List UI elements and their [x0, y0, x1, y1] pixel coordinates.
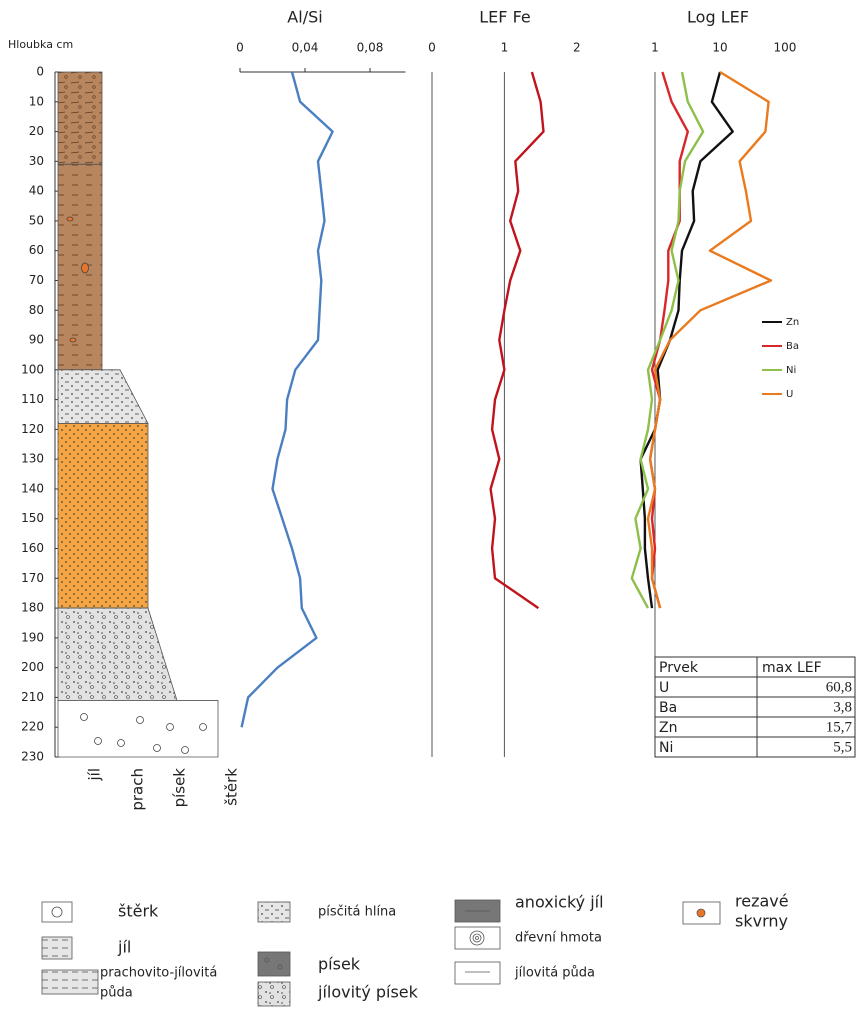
y-tick-label: 140 [21, 481, 44, 495]
table-cell [654, 676, 758, 698]
data-line [639, 71, 734, 609]
x-tick-label: 1 [501, 41, 509, 55]
legend-text: půda [100, 986, 133, 1001]
table-text: 5,5 [833, 739, 852, 755]
table-cell [756, 736, 856, 758]
y-tick-label: 130 [21, 452, 44, 466]
data-line [240, 71, 334, 728]
axis-label: Hloubka cm [8, 38, 73, 51]
chart-title: Al/Si [287, 8, 322, 27]
table-text: Ba [659, 700, 677, 716]
table-text: Prvek [659, 660, 699, 676]
y-tick-label: 230 [21, 750, 44, 764]
legend-label: U [786, 389, 793, 400]
y-tick-label: 110 [21, 392, 44, 406]
x-tick-label: 0,08 [357, 41, 384, 55]
table-text: Ni [659, 740, 673, 756]
x-tick-label: 0,04 [292, 41, 319, 55]
legend-label: Ni [786, 365, 796, 376]
legend-text: anoxický jíl [515, 893, 604, 912]
y-tick-label: 20 [29, 124, 44, 138]
legend-text: jílovitá půda [514, 966, 595, 981]
table-text: 15,7 [826, 719, 853, 735]
y-tick-label: 0 [36, 65, 44, 79]
lithology-layer [57, 607, 178, 701]
y-tick-label: 90 [29, 333, 44, 347]
legend-label: Ba [786, 341, 799, 352]
y-tick-label: 60 [29, 243, 44, 257]
y-tick-label: 30 [29, 154, 44, 168]
x-tick-label: 10 [712, 41, 727, 55]
x-tick-label: 2 [573, 41, 581, 55]
legend-label: Zn [786, 317, 799, 328]
table-text: Zn [659, 720, 677, 736]
legend-text: štěrk [118, 902, 159, 921]
y-tick-label: 100 [21, 362, 44, 376]
y-tick-label: 120 [21, 422, 44, 436]
data-line [489, 71, 545, 610]
x-tick-label: 1 [651, 41, 659, 55]
grain-label: jíl [86, 768, 104, 782]
x-tick-label: 100 [774, 41, 797, 55]
table-text: U [659, 680, 669, 696]
legend-text: skvrny [735, 912, 788, 931]
legend-text: dřevní hmota [515, 931, 602, 946]
y-tick-label: 40 [29, 184, 44, 198]
legend-text: rezavé [735, 892, 789, 911]
legend-text: písek [318, 955, 361, 974]
chart-title: Log LEF [687, 8, 749, 27]
x-tick-label: 0 [236, 41, 244, 55]
y-tick-label: 170 [21, 571, 44, 585]
lithology-layer [57, 369, 149, 424]
lithology-layer [57, 700, 219, 758]
lithology-layer [57, 163, 103, 371]
table-text: max LEF [762, 660, 822, 676]
legend-text: jíl [117, 938, 131, 957]
y-tick-label: 150 [21, 511, 44, 525]
lithology-layer [57, 71, 103, 165]
legend-text: jílovitý písek [317, 983, 419, 1002]
grain-label: písek [171, 768, 189, 808]
grain-label: štěrk [223, 768, 241, 806]
y-tick-label: 220 [21, 720, 44, 734]
data-line [646, 70, 773, 609]
legend-text: prachovito-jílovitá [100, 966, 217, 981]
table-text: 3,8 [833, 699, 852, 715]
table-text: 60,8 [826, 679, 852, 695]
y-tick-label: 180 [21, 601, 44, 615]
data-line [630, 71, 705, 609]
x-tick-label: 0 [428, 41, 436, 55]
legend-text: písčitá hlína [318, 905, 396, 920]
grain-label: prach [129, 768, 147, 811]
lithology-layer [57, 423, 149, 609]
y-tick-label: 200 [21, 660, 44, 674]
legend-icons [41, 899, 721, 1007]
y-tick-label: 70 [29, 273, 44, 287]
y-tick-label: 160 [21, 541, 44, 555]
y-tick-label: 190 [21, 630, 44, 644]
y-tick-label: 50 [29, 213, 44, 227]
lithology-decor [66, 216, 207, 754]
y-tick-label: 80 [29, 303, 44, 317]
y-tick-label: 210 [21, 690, 44, 704]
y-tick-label: 10 [29, 94, 44, 108]
chart-title: LEF Fe [479, 8, 530, 27]
